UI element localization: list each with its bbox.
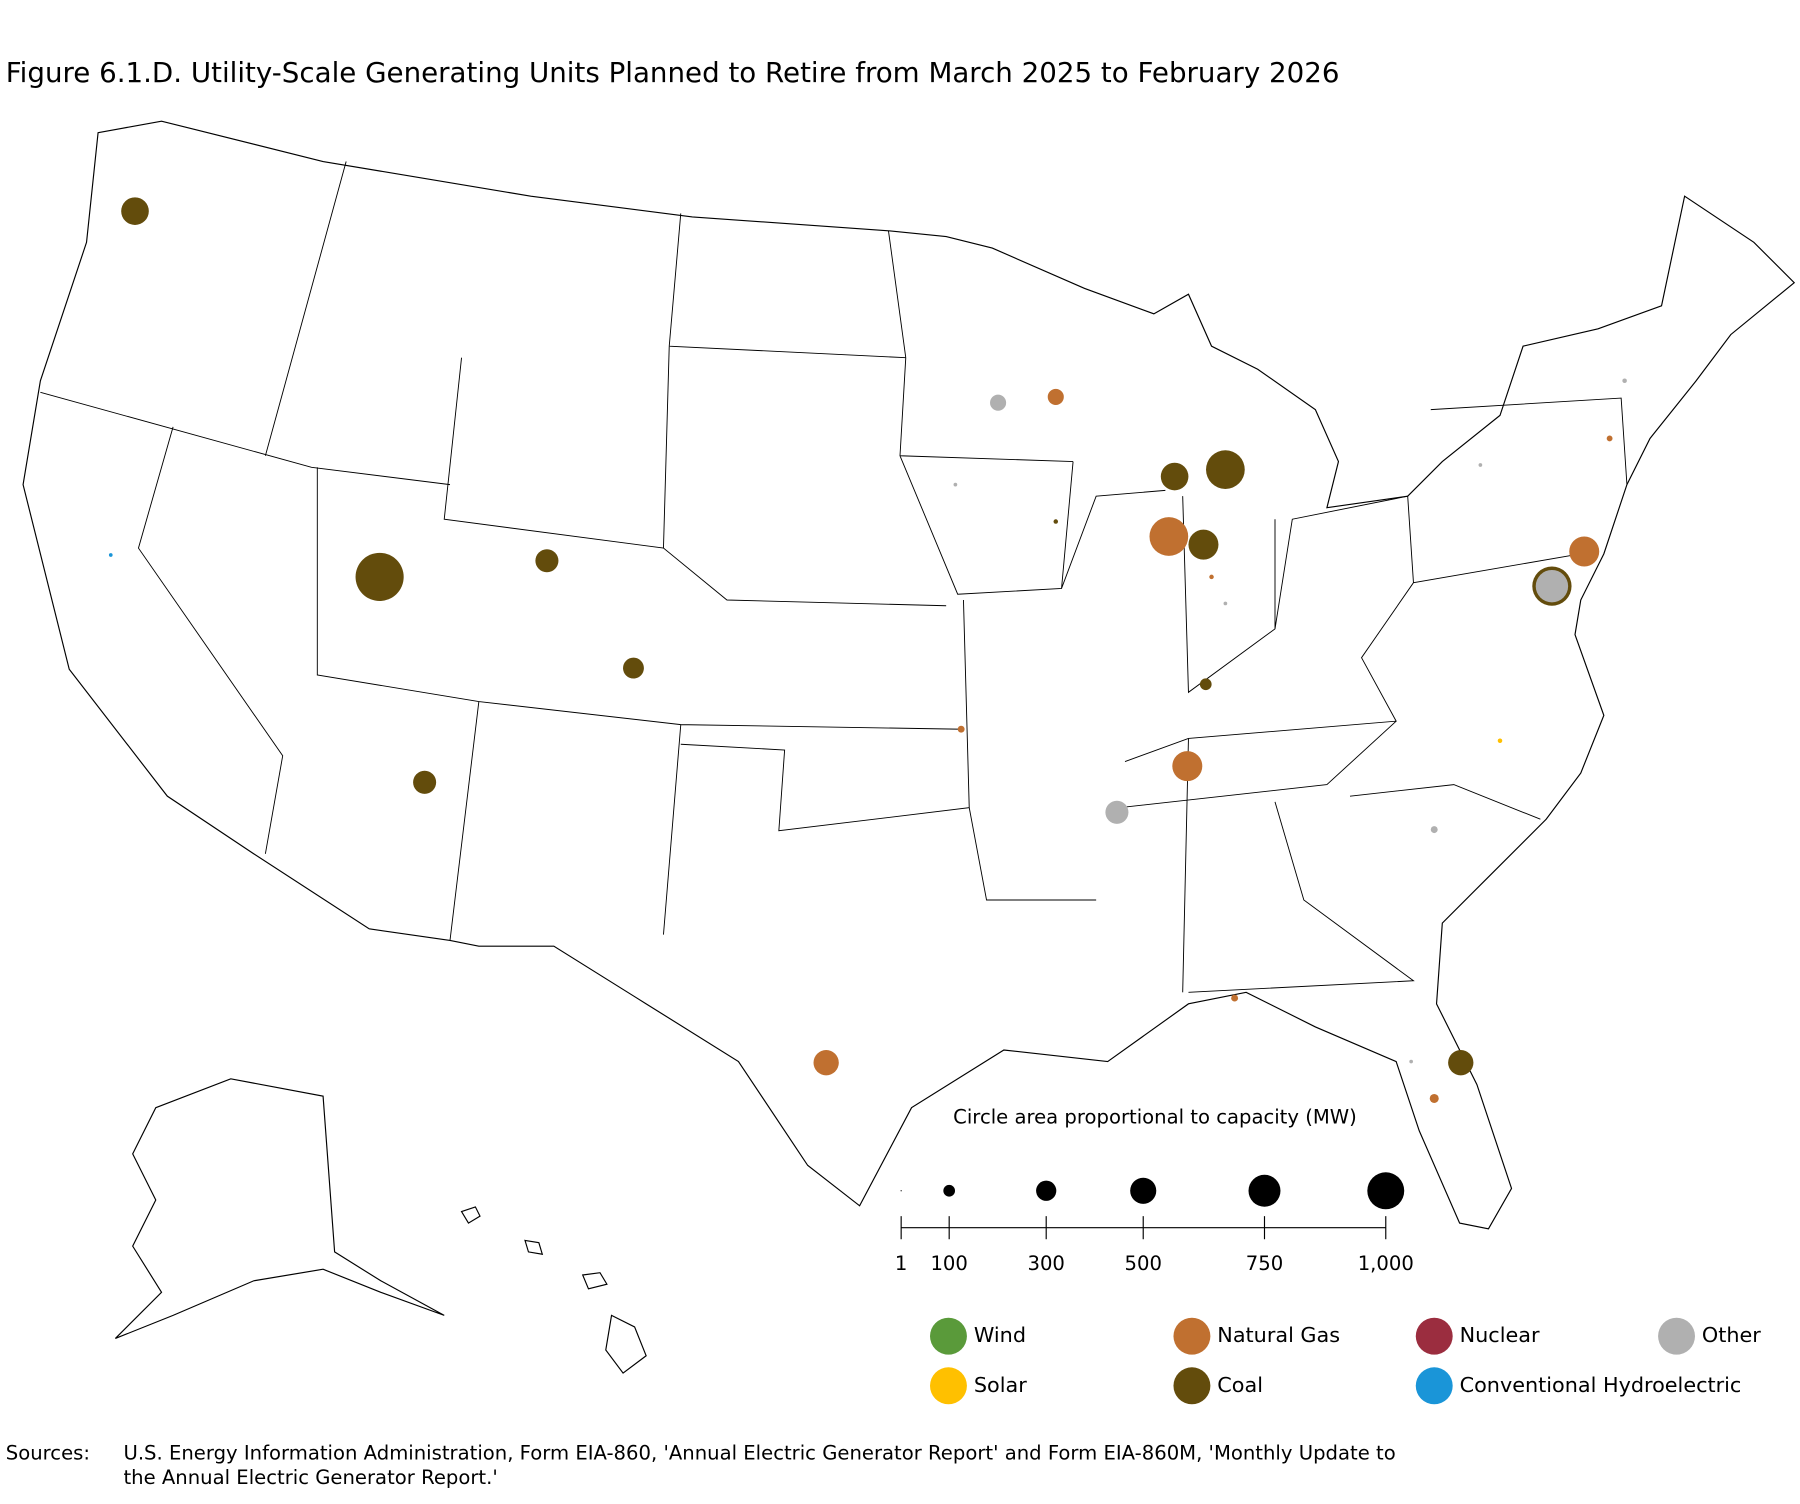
capacity-point (1448, 1050, 1474, 1076)
capacity-point (1206, 450, 1245, 489)
size-legend-label: 300 (1027, 1252, 1064, 1275)
capacity-point (957, 725, 965, 733)
capacity-point (1535, 569, 1569, 603)
legend-label: Natural Gas (1217, 1323, 1340, 1347)
capacity-point (108, 553, 113, 557)
sources-block: Sources: U.S. Energy Information Adminis… (0, 1442, 1500, 1490)
capacity-point (953, 482, 958, 487)
alaska (114, 1078, 445, 1339)
size-legend-circle (943, 1184, 956, 1197)
capacity-point (1053, 519, 1059, 524)
size-legend-circle (900, 1190, 902, 1192)
size-legend-label: 500 (1125, 1252, 1162, 1275)
capacity-point (1172, 751, 1203, 782)
capacity-point (813, 1050, 839, 1076)
capacity-point (413, 770, 437, 794)
capacity-point (1478, 463, 1483, 467)
size-legend-circle (1248, 1174, 1281, 1207)
legend-swatch (1415, 1317, 1453, 1355)
state-borders (40, 161, 1628, 993)
size-legend-label: 1 (895, 1252, 907, 1275)
legend-swatch (1658, 1317, 1695, 1355)
capacity-point (1409, 1059, 1413, 1064)
legend-swatch (930, 1367, 967, 1405)
sources-label: Sources: (5, 1442, 90, 1466)
capacity-point (1047, 388, 1064, 405)
capacity-point (535, 549, 559, 573)
legend-swatch (930, 1317, 967, 1355)
points (108, 197, 1627, 1103)
capacity-point (1569, 536, 1600, 567)
sources: Sources: U.S. Energy Information Adminis… (0, 1442, 1500, 1490)
title: Figure 6.1.D. Utility-Scale Generating U… (6, 56, 1340, 89)
legend-label: Wind (974, 1323, 1026, 1347)
capacity-point (623, 657, 644, 679)
legend-swatch (1173, 1317, 1211, 1355)
capacity-point (1188, 529, 1219, 560)
legend-label: Coal (1217, 1373, 1263, 1397)
legend-label: Conventional Hydroelectric (1460, 1373, 1742, 1397)
capacity-point (1497, 738, 1503, 744)
capacity-point (1199, 678, 1212, 691)
legend-label: Solar (974, 1373, 1027, 1397)
us-map (22, 120, 1796, 1374)
legend-label: Nuclear (1460, 1323, 1540, 1347)
lower-48-outline (22, 120, 1796, 1230)
capacity-point (1209, 574, 1214, 580)
capacity-point (1223, 601, 1228, 606)
size-legend-label: 1,000 (1358, 1252, 1414, 1275)
capacity-point (1105, 800, 1129, 824)
size-legend-circle (1367, 1172, 1405, 1210)
size-legend-title: Circle area proportional to capacity (MW… (953, 1106, 1357, 1129)
size-legend-label: 750 (1246, 1252, 1283, 1275)
capacity-point (1606, 435, 1613, 442)
legend-swatch (1173, 1367, 1211, 1405)
capacity-point (1149, 517, 1189, 556)
capacity-point (1429, 1093, 1439, 1103)
legend-label: Other (1702, 1323, 1761, 1347)
size-legend-label: 100 (930, 1252, 967, 1275)
capacity-point (1622, 378, 1627, 384)
legend-swatch (1415, 1367, 1453, 1405)
size-legend-circle (1036, 1180, 1057, 1201)
capacity-point (121, 197, 149, 225)
capacity-point (990, 394, 1007, 411)
sources-text: U.S. Energy Information Administration, … (123, 1442, 1396, 1490)
capacity-point (355, 552, 404, 601)
capacity-point (1160, 462, 1189, 491)
size-legend-circle (1130, 1177, 1157, 1204)
capacity-point (1430, 826, 1438, 834)
hawaii (460, 1206, 647, 1374)
capacity-point (1231, 994, 1239, 1002)
